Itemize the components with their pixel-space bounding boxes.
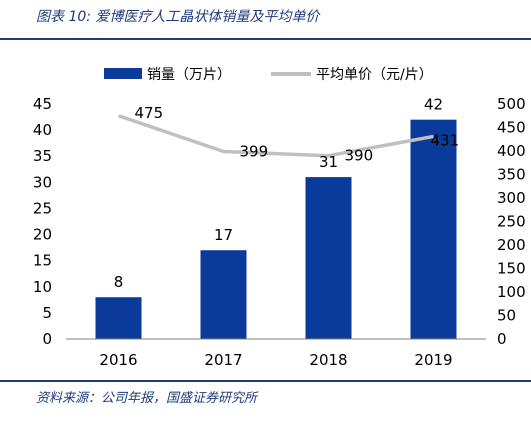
- bar-2018: [305, 177, 352, 339]
- left-tick-label: 25: [33, 199, 52, 217]
- left-tick-label: 30: [33, 173, 52, 191]
- line-value-label: 390: [345, 147, 374, 165]
- title-rule: [0, 38, 531, 40]
- right-y-axis: 0 50 100 150 200 250 300 350 400 450 500: [497, 95, 526, 348]
- bar-2016: [95, 297, 142, 339]
- data-labels: 8 17 31 42 475 399 390 431: [114, 96, 459, 292]
- bar-value-label: 42: [424, 96, 443, 114]
- left-tick-label: 10: [33, 278, 52, 296]
- x-axis: 2016 2017 2018 2019: [66, 338, 486, 369]
- x-tick-label: 2016: [99, 351, 137, 369]
- left-tick-label: 45: [33, 95, 52, 113]
- right-tick-label: 100: [497, 283, 526, 301]
- right-tick-label: 50: [497, 307, 516, 325]
- right-tick-label: 200: [497, 236, 526, 254]
- line-value-label: 475: [135, 104, 164, 122]
- left-tick-label: 15: [33, 252, 52, 270]
- legend-swatch-sales: [104, 68, 142, 79]
- line-series: [117, 114, 434, 158]
- right-tick-label: 0: [497, 330, 507, 348]
- x-tick-label: 2019: [414, 351, 452, 369]
- left-tick-label: 40: [33, 121, 52, 139]
- left-tick-label: 35: [33, 147, 52, 165]
- left-tick-label: 0: [42, 330, 52, 348]
- bar-2019: [410, 119, 457, 340]
- line-value-label: 399: [240, 142, 269, 160]
- figure-title: 图表 10: 爱博医疗人工晶状体销量及平均单价: [36, 9, 320, 25]
- right-tick-label: 500: [497, 95, 526, 113]
- right-tick-label: 150: [497, 260, 526, 278]
- right-tick-label: 400: [497, 142, 526, 160]
- right-tick-label: 300: [497, 189, 526, 207]
- line-value-label: 431: [431, 131, 460, 149]
- right-tick-label: 350: [497, 166, 526, 184]
- bar-value-label: 8: [114, 273, 124, 291]
- x-tick-label: 2018: [309, 351, 347, 369]
- left-tick-label: 20: [33, 226, 52, 244]
- bar-2017: [200, 250, 247, 339]
- right-tick-label: 450: [497, 119, 526, 137]
- bar-value-label: 31: [319, 153, 338, 171]
- x-tick-label: 2017: [204, 351, 242, 369]
- bar-series: [95, 119, 457, 340]
- left-y-axis: 0 5 10 15 20 25 30 35 40 45: [33, 95, 52, 348]
- legend-label-sales: 销量（万片）: [147, 67, 231, 83]
- left-tick-label: 5: [42, 304, 52, 322]
- source-note: 资料来源：公司年报，国盛证券研究所: [36, 391, 258, 406]
- price-line: [117, 114, 434, 158]
- right-tick-label: 250: [497, 213, 526, 231]
- source-rule: [0, 380, 531, 382]
- chart-legend: 销量（万片） 平均单价（元/片）: [104, 67, 433, 83]
- bar-value-label: 17: [214, 226, 233, 244]
- legend-label-price: 平均单价（元/片）: [316, 67, 433, 83]
